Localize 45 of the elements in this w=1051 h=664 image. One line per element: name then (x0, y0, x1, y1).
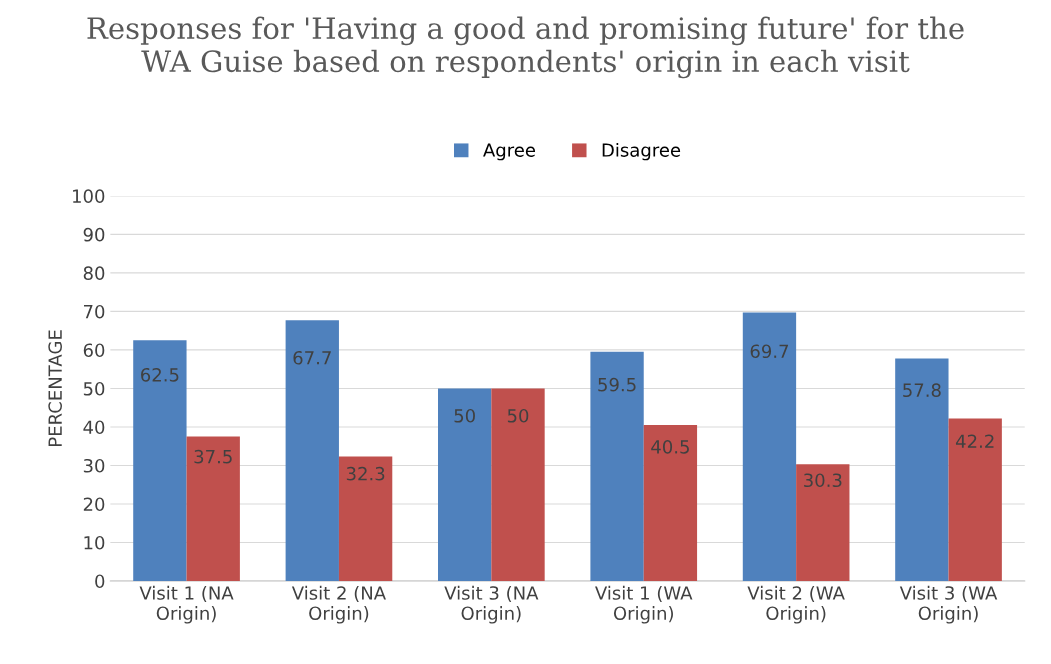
bar (742, 312, 797, 581)
data-label: 50 (454, 408, 475, 423)
bar (948, 418, 1002, 581)
y-tick-label: 30 (83, 458, 105, 473)
data-label: 40.5 (651, 440, 689, 454)
data-label: 42.2 (955, 434, 994, 448)
data-label: 30.3 (804, 473, 842, 488)
data-label: 32.3 (346, 466, 385, 481)
bar (186, 436, 240, 581)
data-label: 50 (507, 408, 529, 423)
y-tick-label: 20 (83, 497, 105, 512)
bar (895, 358, 949, 581)
bar (438, 388, 492, 581)
bar (643, 425, 698, 581)
x-tick-label: Visit 3 (NA Origin) (444, 585, 539, 624)
bar (590, 351, 644, 581)
y-tick-label: 40 (83, 420, 105, 435)
x-tick-label: Visit 1 (WA Origin) (595, 585, 693, 624)
data-label: 62.5 (141, 367, 179, 382)
y-tick-label: 60 (83, 343, 105, 358)
bar (338, 456, 393, 581)
legend-label: Agree (483, 143, 535, 161)
bar (285, 320, 339, 581)
x-tick-label: Visit 2 (NA Origin) (291, 585, 386, 624)
y-tick-label: 100 (73, 189, 105, 203)
y-tick-label: 10 (84, 535, 105, 550)
y-tick-label: 0 (95, 574, 105, 589)
y-tick-label: 80 (83, 266, 105, 281)
data-label: 67.7 (293, 350, 331, 365)
x-tick-label: Visit 2 (WA Origin) (747, 585, 845, 624)
data-label: 59.5 (598, 377, 636, 392)
bar (491, 388, 545, 581)
y-tick-label: 50 (83, 381, 105, 396)
y-tick-label: 70 (84, 304, 105, 319)
y-axis-title: PERCENTAGE (48, 330, 62, 446)
y-tick-label: 90 (83, 227, 105, 242)
chart-title: Responses for 'Having a good and promising future' for the WA Guise based on respondents' origin in each visit (87, 16, 964, 79)
bar (796, 464, 850, 581)
legend-label: Disagree (602, 142, 681, 161)
data-label: 57.8 (903, 383, 941, 398)
data-label: 37.5 (194, 449, 232, 464)
bar (133, 340, 187, 581)
x-tick-label: Visit 1 (NA Origin) (139, 585, 234, 624)
x-tick-label: Visit 3 (WA Origin) (899, 585, 998, 624)
data-label: 69.7 (750, 344, 789, 359)
